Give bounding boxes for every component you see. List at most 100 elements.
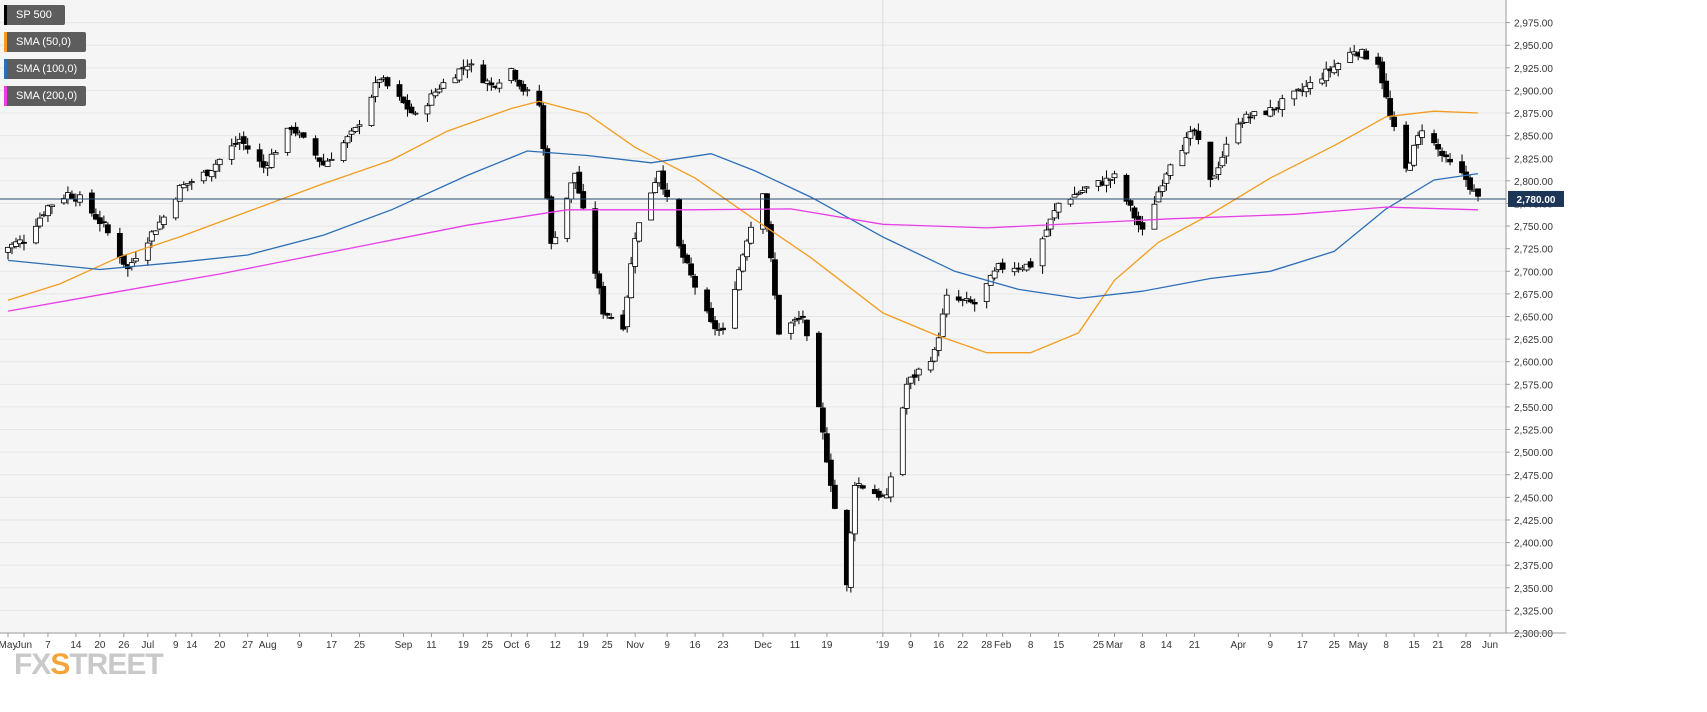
candle-body — [324, 160, 331, 167]
candle-body — [348, 130, 355, 135]
candle-body — [823, 433, 830, 463]
candle-body — [1011, 267, 1018, 273]
candle-body — [1295, 88, 1302, 91]
sma200-line — [7, 206, 1479, 312]
legend-swatch — [4, 5, 7, 25]
candle-body — [384, 77, 391, 87]
x-tick-label: 26 — [118, 640, 130, 651]
x-tick-label: 25 — [482, 640, 494, 651]
x-tick-label: 12 — [550, 640, 562, 651]
legend-item-sma200[interactable]: SMA (200,0) — [4, 86, 86, 106]
candle-body — [1431, 133, 1437, 144]
y-tick-label: 2,750.00 — [1514, 222, 1553, 233]
candle-body — [216, 158, 223, 166]
candle-body — [648, 192, 655, 221]
candle-body — [316, 157, 323, 162]
candle-body — [188, 181, 195, 183]
y-tick-label: 2,700.00 — [1514, 267, 1553, 278]
y-tick-label: 2,475.00 — [1514, 471, 1553, 482]
candle-body — [875, 490, 882, 498]
candle-body — [200, 171, 207, 182]
candle-body — [268, 153, 275, 168]
candle-body — [792, 319, 798, 322]
candle-body — [412, 112, 419, 115]
candle-body — [232, 142, 239, 145]
candle-body — [1043, 229, 1050, 237]
candle-body — [548, 196, 555, 244]
x-tick-label: 28 — [1460, 640, 1472, 651]
x-tick-label: Jun — [1482, 640, 1498, 651]
candle-body — [96, 217, 103, 225]
candle-body — [432, 91, 439, 97]
candle-body — [496, 82, 503, 89]
candle-body — [788, 322, 794, 334]
x-tick-label: Jun — [16, 640, 32, 651]
x-tick-label: 19 — [458, 640, 470, 651]
candle-body — [49, 204, 55, 207]
candle-body — [831, 484, 838, 509]
candle-body — [400, 96, 407, 104]
candle-body — [160, 216, 167, 225]
x-tick-label: May — [0, 640, 17, 651]
candle-body — [1219, 156, 1226, 167]
x-tick-label: 27 — [242, 640, 254, 651]
candle-body — [424, 105, 431, 115]
candle-body — [104, 224, 111, 234]
candle-body — [1247, 116, 1254, 119]
candle-body — [1407, 162, 1414, 171]
candle-body — [408, 106, 415, 114]
candle-body — [1107, 179, 1114, 181]
candle-body — [21, 241, 27, 244]
candle-body — [1179, 150, 1186, 167]
x-tick-label: 20 — [94, 640, 106, 651]
candle-body — [1243, 113, 1250, 123]
y-tick-label: 2,875.00 — [1514, 109, 1553, 120]
candle-body — [608, 317, 615, 319]
candle-body — [628, 263, 635, 299]
candle-body — [344, 136, 351, 144]
legend-item-sma100[interactable]: SMA (100,0) — [4, 59, 86, 79]
candle-body — [1195, 130, 1202, 140]
candle-body — [859, 485, 866, 489]
y-tick-label: 2,800.00 — [1514, 177, 1553, 188]
candle-body — [1123, 174, 1130, 202]
x-tick-label: Feb — [994, 640, 1012, 651]
candle-body — [1055, 202, 1062, 213]
candle-body — [800, 315, 806, 318]
legend: SP 500 SMA (50,0) SMA (100,0) SMA (200,0… — [4, 5, 86, 113]
x-tick-label: 25 — [602, 640, 614, 651]
legend-item-sp500[interactable]: SP 500 — [4, 5, 65, 25]
y-tick-label: 2,425.00 — [1514, 516, 1553, 527]
y-tick-label: 2,650.00 — [1514, 313, 1553, 324]
candle-body — [915, 368, 922, 376]
legend-item-sma50[interactable]: SMA (50,0) — [4, 32, 86, 52]
candle-body — [184, 183, 191, 186]
candle-body — [61, 198, 67, 204]
candle-body — [1379, 61, 1386, 84]
fxstreet-logo: FXSTREET — [14, 648, 164, 682]
candle-body — [676, 198, 682, 247]
candle-body — [244, 145, 251, 150]
candle-body — [1151, 203, 1158, 230]
candle-body — [520, 83, 527, 92]
candle-body — [356, 124, 363, 127]
y-tick-label: 2,575.00 — [1514, 380, 1553, 391]
candle-body — [1155, 191, 1162, 203]
candle-body — [148, 231, 155, 242]
candle-body — [116, 232, 123, 258]
candle-body — [1027, 261, 1034, 268]
x-tick-label: 15 — [1053, 640, 1065, 651]
candle-body — [45, 205, 51, 217]
candle-body — [1391, 116, 1398, 128]
y-tick-label: 2,975.00 — [1514, 19, 1553, 30]
candle-body — [536, 90, 543, 106]
candle-body — [1335, 63, 1342, 70]
candle-body — [212, 163, 219, 172]
candle-body — [939, 313, 946, 337]
candle-body — [69, 193, 75, 200]
candle-body — [827, 459, 834, 486]
candle-body — [580, 191, 587, 209]
legend-swatch — [4, 32, 7, 52]
x-tick-label: 19 — [821, 640, 833, 651]
